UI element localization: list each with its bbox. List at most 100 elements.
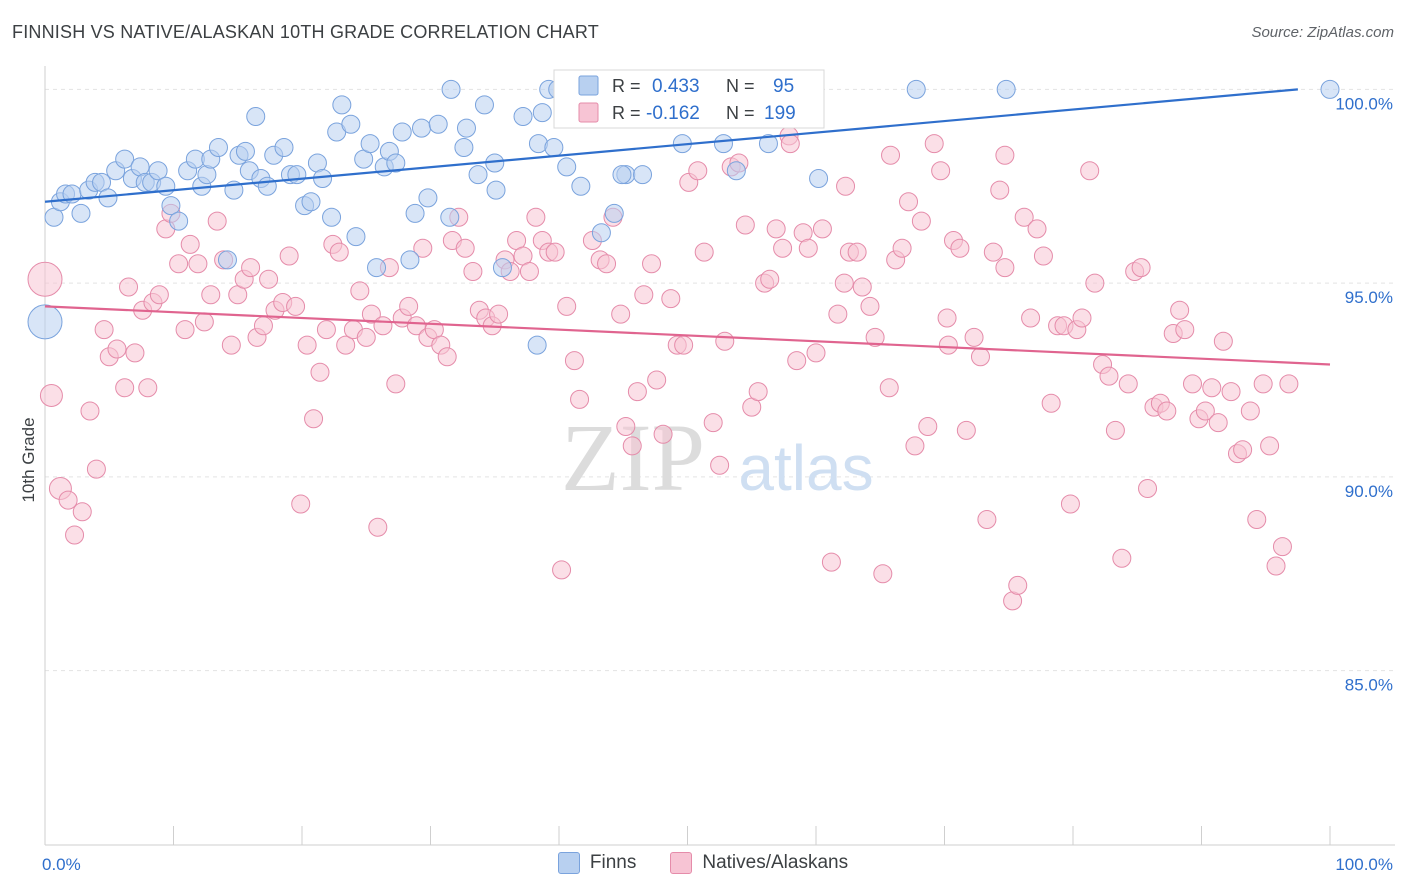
legend-swatch-natives (670, 852, 693, 874)
point-finns-70 (532, 103, 552, 123)
point-natives-166 (1118, 374, 1138, 394)
trend-line-natives (44, 305, 1331, 366)
point-finns-60 (454, 138, 474, 157)
point-natives-150 (1014, 207, 1034, 227)
point-natives-186 (1247, 510, 1267, 529)
point-natives-168 (1131, 258, 1151, 278)
point-natives-141 (956, 420, 976, 440)
stats-legend-swatch-natives (578, 102, 599, 123)
point-natives-81 (557, 296, 577, 316)
point-natives-39 (291, 494, 311, 514)
point-natives-46 (336, 335, 356, 355)
point-natives-86 (597, 254, 617, 274)
point-finns-74 (557, 157, 577, 177)
point-natives-22 (180, 234, 200, 254)
point-natives-13 (125, 343, 145, 363)
y-tick-label-3: 85.0% (1345, 676, 1393, 695)
point-finns-36 (287, 165, 307, 185)
point-finns-51 (386, 153, 406, 173)
point-natives-146 (990, 180, 1010, 200)
point-natives-28 (221, 335, 241, 355)
point-natives-144 (977, 510, 997, 529)
point-natives-169 (1138, 479, 1158, 498)
point-natives-65 (455, 238, 475, 258)
point-natives-7 (86, 459, 106, 479)
stats-n-label-natives: N = (726, 103, 755, 123)
x-tick-label-1: 100.0% (1335, 855, 1393, 874)
point-natives-15 (138, 378, 158, 398)
point-natives-24 (194, 312, 214, 332)
point-natives-136 (924, 134, 944, 154)
series-natives-points (27, 126, 1299, 611)
point-natives-38 (286, 296, 306, 316)
point-finns-45 (346, 227, 366, 247)
point-finns-68 (527, 335, 547, 355)
point-natives-161 (1085, 273, 1105, 293)
point-natives-41 (304, 409, 324, 429)
point-natives-138 (937, 308, 957, 328)
point-natives-147 (995, 258, 1015, 278)
point-natives-23 (188, 254, 208, 274)
point-natives-124 (847, 242, 867, 262)
point-natives-172 (1157, 401, 1177, 421)
point-finns-66 (492, 258, 512, 278)
point-natives-34 (259, 269, 279, 289)
point-finns-65 (486, 180, 506, 200)
point-natives-88 (611, 304, 631, 324)
point-natives-102 (703, 413, 723, 433)
point-natives-195 (938, 335, 958, 355)
point-finns-24 (208, 138, 228, 157)
point-natives-178 (1195, 401, 1215, 421)
x-tick-label-0: 0.0% (42, 855, 81, 874)
point-finns-54 (405, 203, 425, 223)
point-finns-84 (726, 161, 746, 181)
point-natives-145 (983, 242, 1003, 262)
point-natives-190 (1272, 537, 1292, 557)
point-natives-17 (149, 285, 169, 305)
point-natives-62 (437, 347, 457, 367)
point-natives-129 (879, 378, 899, 398)
trend-line-finns (44, 88, 1298, 203)
stats-legend-box (553, 69, 825, 129)
point-natives-132 (899, 192, 919, 212)
watermark-atlas: atlas (738, 432, 873, 504)
y-tick-label-0: 100.0% (1335, 94, 1393, 113)
point-natives-191 (1279, 374, 1299, 394)
point-natives-5 (72, 502, 92, 522)
point-natives-176 (1183, 374, 1203, 394)
legend-swatch-finns (557, 852, 580, 874)
point-finns-92 (27, 304, 63, 340)
point-natives-131 (892, 238, 912, 258)
point-natives-6 (80, 401, 100, 421)
point-natives-163 (1099, 366, 1119, 386)
point-finns-58 (440, 207, 460, 227)
point-finns-89 (906, 79, 926, 99)
point-natives-175 (1175, 320, 1195, 340)
stats-r-label-finns: R = (612, 76, 641, 96)
point-natives-194 (881, 145, 901, 165)
point-natives-117 (798, 238, 818, 258)
point-natives-192 (780, 134, 800, 154)
point-finns-73 (544, 138, 564, 157)
point-natives-42 (310, 362, 330, 382)
point-natives-45 (329, 242, 349, 262)
point-natives-103 (710, 455, 730, 475)
point-natives-1 (39, 384, 63, 407)
point-natives-122 (834, 273, 854, 293)
point-natives-79 (545, 242, 565, 262)
point-natives-128 (873, 564, 893, 584)
point-natives-92 (634, 285, 654, 305)
point-natives-52 (373, 316, 393, 336)
point-natives-118 (806, 343, 826, 363)
stats-r-label-natives: R = (612, 103, 641, 123)
point-natives-125 (852, 277, 872, 297)
stats-n-label-finns: N = (726, 76, 755, 96)
point-natives-137 (931, 161, 951, 181)
point-finns-90 (996, 79, 1016, 99)
point-natives-120 (821, 552, 841, 572)
stats-legend: R = 0.433 N = 95 R = -0.162 N = 199 (553, 69, 825, 129)
stats-n-value-natives: 199 (764, 103, 796, 124)
point-finns-30 (246, 107, 266, 126)
point-finns-4 (71, 203, 91, 223)
point-finns-44 (341, 114, 361, 134)
